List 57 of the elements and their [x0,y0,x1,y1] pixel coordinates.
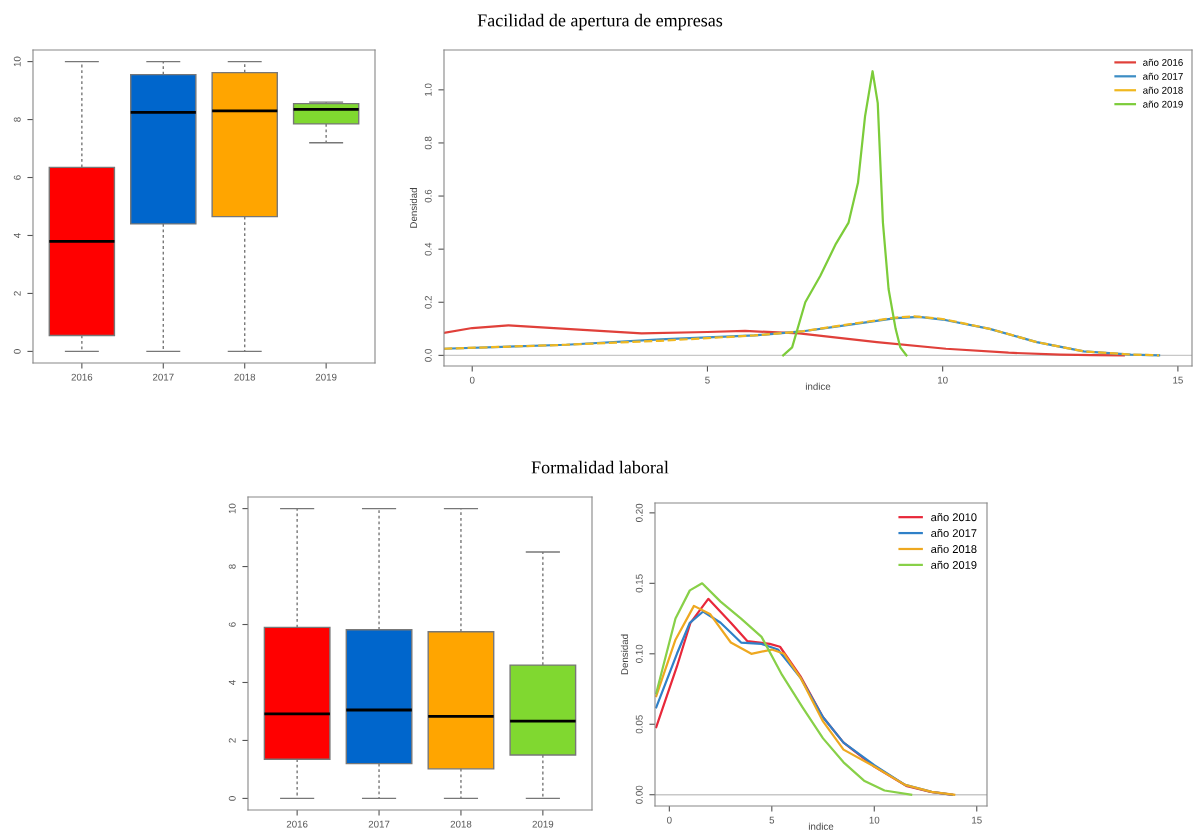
x-tick-label: 2019 [532,820,554,828]
y-tick-label: 8 [228,564,236,569]
legend-label: año 2018 [1143,86,1183,94]
y-tick-label: 0.6 [424,189,432,203]
x-axis-title: indice [808,822,834,830]
y-axis-title: Densidad [409,188,418,228]
y-tick-label: 0.10 [635,644,643,663]
x-tick-label: 5 [769,816,775,824]
y-tick-label: 2 [13,291,21,296]
x-tick-label: 2016 [286,820,308,828]
x-tick-label: 10 [869,816,880,824]
x-tick-label: 2016 [71,373,93,381]
y-tick-label: 6 [228,622,236,627]
x-tick-label: 2018 [234,373,256,381]
x-tick-label: 0 [667,816,672,824]
chart-title: Facilidad de apertura de empresas [477,13,723,31]
line-series [655,582,913,796]
line-series [444,324,1125,357]
legend-label: año 2017 [1143,72,1183,80]
legend-label: año 2019 [1143,100,1183,108]
y-tick-label: 0.8 [424,136,432,150]
y-tick-label: 10 [228,503,236,514]
x-tick-label: 15 [972,816,982,824]
y-tick-label: 1.0 [424,83,432,96]
legend-label: año 2010 [931,513,977,522]
y-tick-label: 0.4 [424,242,432,256]
y-tick-label: 0.15 [635,574,643,593]
x-tick-label: 0 [469,376,475,384]
y-tick-label: 8 [13,117,21,122]
line-series [444,315,1161,357]
x-tick-label: 5 [705,376,710,384]
y-tick-label: 6 [13,175,21,180]
line-series [782,70,908,357]
y-tick-label: 4 [228,680,236,685]
x-tick-label: 15 [1173,376,1183,384]
x-tick-label: 10 [938,376,948,384]
y-axis-title: Densidad [620,634,629,675]
x-tick-label: 2017 [368,820,390,828]
y-tick-label: 0 [228,796,236,801]
y-tick-label: 10 [13,56,21,67]
x-tick-label: 2017 [152,373,174,381]
y-tick-label: 0.2 [424,296,432,309]
x-axis-title: indice [805,382,831,390]
legend-label: año 2016 [1143,58,1183,66]
y-tick-label: 2 [228,738,236,743]
legend-label: año 2019 [931,560,977,569]
legend-label: año 2017 [931,528,977,538]
chart-title: Formalidad laboral [531,460,669,474]
x-tick-label: 2018 [450,820,472,828]
y-tick-label: 0 [13,349,21,354]
y-tick-label: 0.00 [635,785,643,804]
y-tick-label: 0.0 [424,349,432,362]
x-tick-label: 2019 [315,373,337,381]
y-tick-label: 4 [13,233,21,238]
y-tick-label: 0.20 [635,503,643,522]
y-tick-label: 0.05 [635,715,643,734]
legend-label: año 2018 [931,544,977,553]
